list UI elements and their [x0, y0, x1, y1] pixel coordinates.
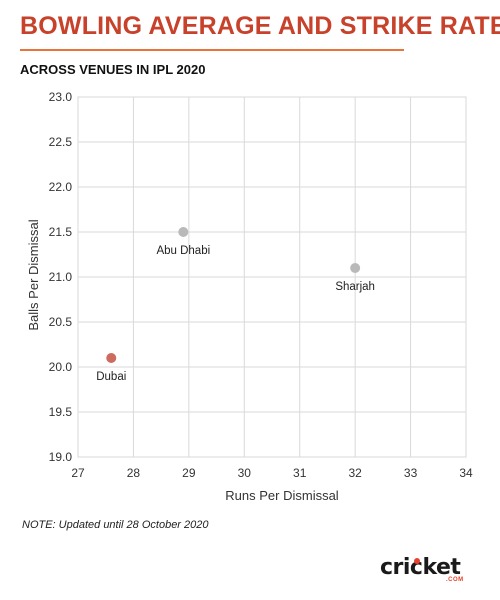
footnote: NOTE: Updated until 28 October 2020	[22, 519, 209, 531]
y-axis-title: Balls Per Dismissal	[26, 219, 41, 330]
y-tick-label: 20.0	[49, 360, 73, 374]
y-tick-label: 21.0	[49, 270, 73, 284]
scatter-point	[350, 263, 361, 273]
brand-logo: cricket .COM	[380, 555, 480, 585]
x-tick-label: 32	[348, 466, 362, 480]
x-tick-label: 34	[459, 466, 473, 480]
x-tick-label: 28	[127, 466, 141, 480]
x-tick-label: 29	[182, 466, 196, 480]
y-tick-label: 23.0	[49, 90, 73, 104]
x-tick-label: 31	[293, 466, 307, 480]
y-tick-label: 21.5	[49, 225, 73, 239]
y-tick-label: 22.5	[49, 135, 73, 149]
logo-wordmark: cricket	[380, 555, 461, 580]
chart-title: BOWLING AVERAGE AND STRIKE RATE	[20, 12, 500, 40]
x-tick-label: 30	[238, 466, 252, 480]
point-label: Dubai	[96, 371, 126, 383]
logo-suffix: .COM	[446, 577, 464, 583]
point-label: Sharjah	[335, 281, 375, 293]
x-axis-title: Runs Per Dismissal	[225, 488, 339, 503]
point-label: Abu Dhabi	[156, 245, 210, 257]
y-tick-label: 19.0	[49, 450, 73, 464]
y-tick-label: 20.5	[49, 315, 73, 329]
chart-subtitle: ACROSS VENUES IN IPL 2020	[20, 62, 206, 77]
x-tick-label: 27	[71, 466, 85, 480]
scatter-point	[178, 227, 189, 237]
x-tick-label: 33	[404, 466, 418, 480]
title-underline	[20, 49, 404, 51]
scatter-point	[106, 353, 117, 363]
logo-dot-icon	[414, 558, 420, 564]
y-tick-label: 22.0	[49, 180, 73, 194]
y-tick-label: 19.5	[49, 405, 73, 419]
